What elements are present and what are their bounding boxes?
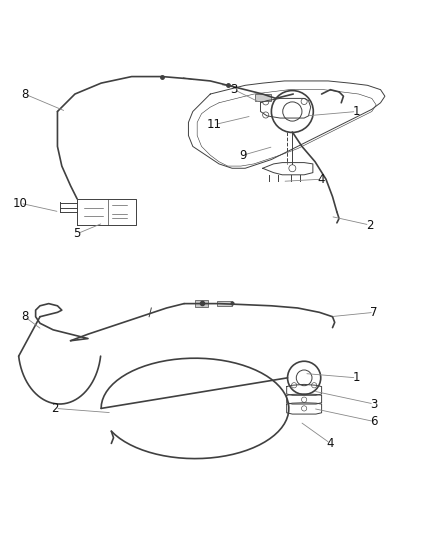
Text: 1: 1 — [353, 372, 360, 384]
FancyBboxPatch shape — [217, 301, 232, 306]
Text: 4: 4 — [318, 173, 325, 185]
Text: 2: 2 — [366, 219, 373, 231]
Text: 11: 11 — [207, 118, 222, 131]
Text: 10: 10 — [13, 197, 28, 209]
FancyBboxPatch shape — [255, 94, 271, 101]
Text: 8: 8 — [21, 310, 28, 323]
Text: 6: 6 — [370, 415, 378, 428]
Text: 2: 2 — [52, 402, 59, 415]
Text: 3: 3 — [230, 83, 238, 96]
Text: 9: 9 — [239, 149, 247, 161]
Text: 3: 3 — [370, 398, 378, 410]
Text: 1: 1 — [353, 105, 360, 118]
Text: 8: 8 — [21, 87, 28, 101]
Text: 4: 4 — [327, 437, 334, 450]
Text: 7: 7 — [370, 306, 378, 319]
Text: 5: 5 — [74, 227, 81, 240]
FancyBboxPatch shape — [195, 300, 208, 306]
